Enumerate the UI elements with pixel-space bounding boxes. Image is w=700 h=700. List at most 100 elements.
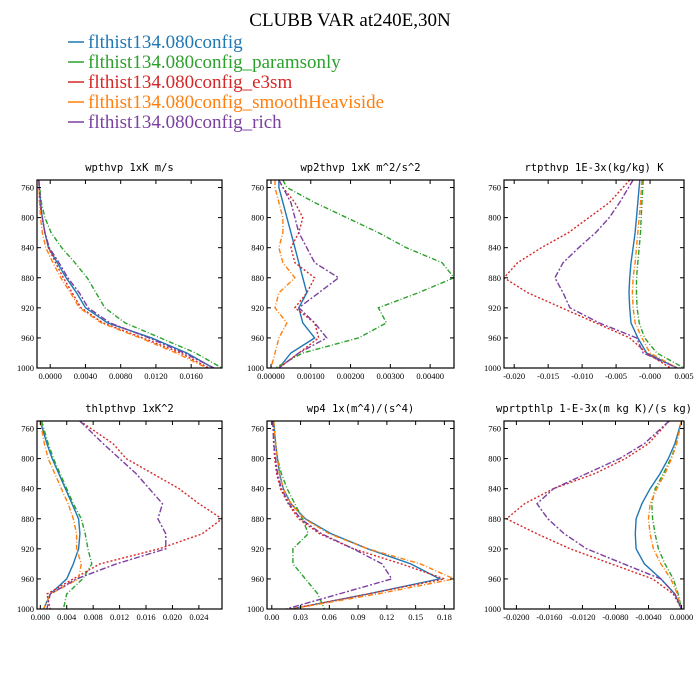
panels: wpthvp 1xK m/s76080084088092096010000.00… bbox=[17, 162, 694, 622]
x-tick-label: 0.0120 bbox=[144, 371, 167, 381]
y-tick-label: 920 bbox=[251, 544, 264, 554]
series-line bbox=[38, 180, 215, 368]
series-line bbox=[628, 180, 678, 368]
series-line bbox=[46, 421, 222, 609]
series-line bbox=[278, 180, 320, 368]
y-tick-label: 880 bbox=[251, 514, 264, 524]
series-line bbox=[647, 421, 683, 609]
y-tick-label: 960 bbox=[251, 333, 264, 343]
legend: flthist134.080config flthist134.080config… bbox=[68, 32, 384, 133]
panel: wprtpthlp 1-E-3x(m kg K)/(s kg) 760 800 840… bbox=[484, 403, 693, 622]
series-line bbox=[38, 180, 222, 368]
x-tick-label: -0.0200 bbox=[503, 612, 529, 622]
x-tick-label: 0.00000 bbox=[257, 371, 285, 381]
x-tick-label: 0.0040 bbox=[74, 371, 97, 381]
y-tick-label: 840 bbox=[21, 243, 34, 253]
x-tick-label: 0.012 bbox=[110, 612, 129, 622]
series-line bbox=[274, 180, 454, 368]
panel-title: wp4 1x(m^4)/(s^4) bbox=[307, 403, 414, 415]
plot-frame bbox=[36, 420, 223, 610]
x-tick-label: 0.00400 bbox=[416, 371, 444, 381]
x-tick-label: 0.06 bbox=[322, 612, 337, 622]
x-tick-label: 0.15 bbox=[408, 612, 423, 622]
series-group bbox=[505, 421, 683, 609]
series-line bbox=[631, 180, 678, 368]
y-tick-label: 840 bbox=[251, 243, 264, 253]
panel: rtpthvp 1E-3x(kg/kg) K 760 800 840 880 920 960… bbox=[484, 162, 694, 381]
series-line bbox=[554, 180, 678, 368]
series-line bbox=[272, 421, 448, 609]
y-tick-label: 760 bbox=[21, 424, 34, 434]
x-tick-label: -0.0160 bbox=[536, 612, 562, 622]
y-tick-label: 800 bbox=[488, 454, 501, 464]
x-tick-label: 0.0000 bbox=[670, 612, 693, 622]
x-tick-label: 0.008 bbox=[84, 612, 103, 622]
panel-title: rtpthvp 1E-3x(kg/kg) K bbox=[524, 162, 664, 174]
x-tick-label: 0.004 bbox=[57, 612, 77, 622]
series-line bbox=[278, 180, 316, 368]
x-tick-label: -0.0080 bbox=[602, 612, 628, 622]
plot-frame bbox=[503, 420, 685, 610]
y-tick-label: 760 bbox=[488, 424, 501, 434]
x-tick-label: 0.09 bbox=[351, 612, 366, 622]
y-tick-label: 920 bbox=[21, 544, 34, 554]
series-group bbox=[272, 421, 454, 609]
y-tick-label: 800 bbox=[251, 454, 264, 464]
y-tick-label: 840 bbox=[251, 484, 264, 494]
panel-title: wp2thvp 1xK m^2/s^2 bbox=[300, 162, 420, 174]
series-line bbox=[273, 421, 326, 609]
panel-title: thlpthvp 1xK^2 bbox=[85, 403, 174, 415]
plot-frame bbox=[503, 179, 685, 369]
x-tick-label: 0.00 bbox=[264, 612, 279, 622]
series-line bbox=[505, 421, 683, 609]
y-tick-label: 1000 bbox=[484, 604, 501, 614]
y-tick-label: 880 bbox=[21, 273, 34, 283]
plot-frame bbox=[36, 179, 223, 369]
panel: thlpthvp 1xK^276080084088092096010000.00… bbox=[17, 403, 223, 622]
y-tick-label: 960 bbox=[21, 333, 34, 343]
legend-label: flthist134.080config bbox=[88, 32, 243, 53]
y-tick-label: 760 bbox=[488, 183, 501, 193]
series-line bbox=[46, 421, 167, 609]
y-tick-label: 840 bbox=[488, 243, 501, 253]
series-line bbox=[272, 421, 393, 609]
series-line bbox=[651, 421, 683, 609]
y-tick-label: 920 bbox=[251, 303, 264, 313]
panel-title: wprtpthlp 1-E-3x(m kg K)/(s kg) bbox=[496, 403, 692, 415]
x-tick-label: 0.00300 bbox=[377, 371, 405, 381]
y-tick-label: 880 bbox=[251, 273, 264, 283]
y-tick-label: 960 bbox=[488, 574, 501, 584]
x-tick-label: 0.03 bbox=[293, 612, 308, 622]
y-tick-label: 800 bbox=[488, 213, 501, 223]
x-tick-label: 0.0160 bbox=[179, 371, 202, 381]
y-tick-label: 760 bbox=[251, 183, 264, 193]
x-tick-label: -0.0120 bbox=[569, 612, 595, 622]
plot-frame bbox=[266, 179, 455, 369]
series-line bbox=[536, 421, 683, 609]
y-tick-label: 880 bbox=[488, 273, 501, 283]
legend-label: flthist134.080config_rich bbox=[88, 112, 282, 133]
y-tick-label: 960 bbox=[488, 333, 501, 343]
panel: wp2thvp 1xK m^2/s^2 760 800 840 880 920 960 100… bbox=[247, 162, 455, 381]
x-tick-label: -0.020 bbox=[503, 371, 525, 381]
x-tick-label: 0.016 bbox=[136, 612, 155, 622]
y-tick-label: 800 bbox=[21, 213, 34, 223]
series-line bbox=[504, 180, 671, 368]
x-tick-label: 0.005 bbox=[674, 371, 693, 381]
y-tick-label: 1000 bbox=[247, 604, 264, 614]
legend-label: flthist134.080config_smoothHeaviside bbox=[88, 92, 384, 113]
series-line bbox=[635, 180, 684, 368]
x-tick-label: 0.12 bbox=[379, 612, 394, 622]
x-tick-label: 0.000 bbox=[31, 612, 50, 622]
y-tick-label: 800 bbox=[251, 213, 264, 223]
y-tick-label: 760 bbox=[251, 424, 264, 434]
y-tick-label: 1000 bbox=[17, 604, 34, 614]
series-line bbox=[278, 180, 340, 368]
y-tick-label: 840 bbox=[488, 484, 501, 494]
panel: wpthvp 1xK m/s 760 800 840 880 920 960 1000 0.00… bbox=[17, 162, 223, 381]
series-group bbox=[39, 421, 222, 609]
y-tick-label: 960 bbox=[21, 574, 34, 584]
y-tick-label: 800 bbox=[21, 454, 34, 464]
series-line bbox=[273, 421, 454, 609]
x-tick-label: 0.0080 bbox=[109, 371, 132, 381]
